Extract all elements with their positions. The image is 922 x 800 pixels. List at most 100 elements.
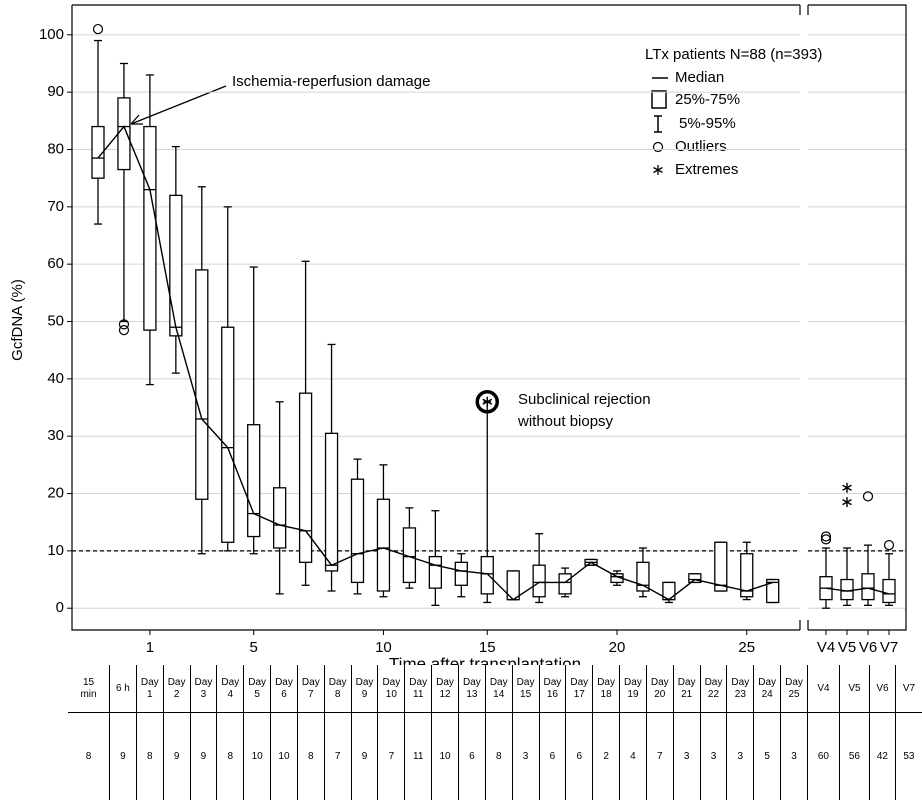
legend-entry: 5%-95% — [679, 115, 736, 132]
table-cell: 3 — [701, 713, 728, 800]
legend-entry: Median — [675, 69, 724, 86]
box — [298, 392, 313, 563]
table-cell: 53 — [903, 750, 915, 762]
table-cell: 3 — [674, 713, 701, 800]
box — [532, 564, 546, 598]
outlier — [118, 319, 130, 330]
table-cell: 10 — [244, 713, 272, 800]
table-cell: Day 15 — [512, 665, 540, 713]
median-line — [97, 125, 773, 601]
box — [221, 326, 235, 543]
table-cell: 9 — [191, 713, 218, 800]
table-cell: 7 — [647, 713, 674, 800]
annotation: Ischemia-reperfusion damage — [232, 73, 430, 90]
table-cell: 6 — [459, 713, 486, 800]
table-cell: Day 18 — [593, 665, 621, 713]
table-cell: 8 — [298, 713, 325, 800]
table-cell: 8 — [217, 713, 245, 800]
table-cell: 9 — [110, 713, 137, 800]
table-cell: V5 — [839, 665, 870, 713]
table-cell: 2 — [593, 713, 621, 800]
table-cell: 6 — [566, 713, 594, 800]
legend-symbol — [653, 165, 663, 175]
x-tick-label: V5 — [838, 639, 856, 656]
chart: GcfDNA (%) Time after transplantation LT… — [9, 4, 907, 665]
y-tick-label: 80 — [47, 140, 64, 157]
outlier — [92, 23, 104, 35]
table-cell: 8 — [137, 713, 164, 800]
table-cell: Day 9 — [351, 665, 379, 713]
table-cell: Day 4 — [217, 665, 245, 713]
x-tick-label: V6 — [859, 639, 877, 656]
box — [740, 553, 754, 598]
y-tick-label: 50 — [47, 312, 64, 329]
table-cell: 11 — [405, 713, 433, 800]
legend-entry: Outliers — [675, 138, 727, 155]
y-tick-label: 90 — [47, 83, 64, 100]
table-cell: Day 22 — [700, 665, 728, 713]
x-tick-label: 1 — [146, 639, 154, 656]
outlier — [820, 531, 832, 542]
table-cell: 60 — [808, 713, 840, 800]
legend-entry: Extremes — [675, 161, 738, 178]
table-cell: 8 — [68, 713, 110, 800]
axis-frame — [807, 4, 907, 631]
x-tick-label: 5 — [250, 639, 258, 656]
box — [117, 97, 131, 171]
outlier — [118, 325, 130, 336]
extreme-highlight — [475, 390, 499, 414]
table-cell: 42 — [870, 713, 896, 800]
box — [324, 432, 339, 572]
table-cell: 3 — [727, 713, 755, 800]
y-tick-label: 60 — [47, 255, 64, 272]
box — [454, 561, 468, 586]
table-cell: 5 — [754, 713, 782, 800]
box — [714, 541, 728, 592]
legend: LTx patients N=88 (n=393) Median 25%-75%… — [645, 46, 822, 178]
table-cell: Day 14 — [485, 665, 513, 713]
table-cell: 3 — [781, 713, 808, 800]
box — [861, 573, 875, 601]
x-tick-label: 20 — [609, 639, 626, 656]
table-cell: Day 21 — [673, 665, 701, 713]
y-tick-label: 100 — [39, 26, 64, 43]
x-tick-label: V4 — [817, 639, 835, 656]
box — [143, 125, 157, 331]
box — [480, 555, 494, 595]
table-cell: Day 7 — [297, 665, 325, 713]
box — [247, 424, 261, 538]
y-tick-label: 70 — [47, 198, 64, 215]
table-cell: Day 12 — [432, 665, 459, 713]
table-cell: Day 5 — [244, 665, 272, 713]
box — [636, 561, 650, 592]
x-axis-label: Time after transplantation — [389, 654, 581, 665]
table-cell: Day 10 — [378, 665, 406, 713]
table-cell: Day 6 — [271, 665, 298, 713]
table-cell: Day 24 — [754, 665, 782, 713]
y-tick-label: 20 — [47, 485, 64, 502]
table-cell: Day 13 — [458, 665, 486, 713]
x-tick-label: 15 — [479, 639, 496, 656]
table-cell: 7 — [378, 713, 406, 800]
table-cell: Day 25 — [781, 665, 808, 713]
table-cell: Day 11 — [405, 665, 433, 713]
median-line — [825, 587, 890, 595]
legend-entry: 25%-75% — [675, 91, 740, 108]
table-cell: Day 19 — [620, 665, 647, 713]
box — [688, 573, 702, 584]
table-cell: 7 — [325, 713, 352, 800]
table-cell: V7 — [895, 665, 922, 713]
box — [558, 573, 572, 595]
table-cell: Day 1 — [136, 665, 164, 713]
extreme — [842, 497, 852, 508]
table-cell: 56 — [840, 713, 870, 800]
table-cell: V4 — [807, 665, 840, 713]
legend-title: LTx patients N=88 (n=393) — [645, 46, 822, 63]
table-cell: 10 — [432, 713, 459, 800]
x-tick-label: V7 — [880, 639, 898, 656]
y-tick-label: 10 — [47, 542, 64, 559]
table-cell: 8 — [486, 713, 513, 800]
table-cell: Day 3 — [190, 665, 218, 713]
legend-symbol — [654, 115, 662, 133]
